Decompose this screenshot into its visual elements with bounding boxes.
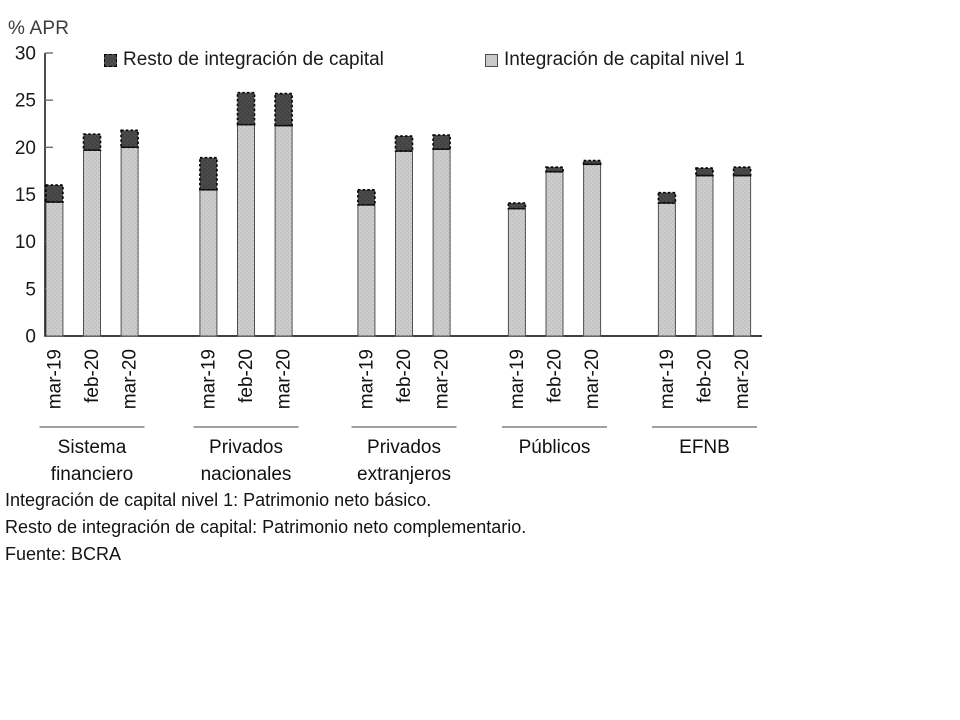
footnotes: Integración de capital nivel 1: Patrimon… (5, 487, 526, 568)
y-tick-label: 30 (15, 44, 36, 65)
x-period-label: mar-19 (356, 349, 377, 409)
footnote-nivel1: Integración de capital nivel 1: Patrimon… (5, 490, 432, 510)
group-label: financiero (51, 464, 133, 485)
bar-segment-nivel1 (733, 175, 752, 337)
x-period-label: mar-20 (274, 349, 295, 409)
x-period-label: mar-19 (198, 349, 219, 409)
y-tick-label: 0 (25, 327, 36, 348)
bar-segment-resto (45, 184, 64, 203)
bar-segment-resto (545, 166, 564, 173)
x-period-label: mar-19 (507, 349, 528, 409)
bar-segment-nivel1 (120, 146, 139, 337)
legend-swatch-resto-icon (104, 53, 117, 67)
group-label: Sistema (58, 437, 127, 458)
x-period-label: mar-20 (120, 349, 141, 409)
bar-segment-resto (657, 191, 677, 204)
x-period-label: mar-20 (582, 349, 603, 409)
bar-segment-nivel1 (45, 201, 64, 337)
group-label: EFNB (679, 437, 730, 458)
x-period-label: mar-19 (657, 349, 678, 409)
bar-segment-nivel1 (237, 124, 255, 337)
bar-segment-resto (432, 134, 451, 151)
x-period-label: mar-20 (732, 349, 753, 409)
bar-segment-resto (394, 135, 414, 152)
footnote-source: Fuente: BCRA (5, 544, 122, 564)
x-period-label: feb-20 (236, 349, 257, 403)
x-period-label: feb-20 (394, 349, 415, 403)
bar-segment-resto (199, 156, 218, 191)
y-axis-unit-label: % APR (8, 18, 70, 39)
bar-segment-nivel1 (695, 175, 714, 337)
legend-swatch-nivel1-icon (485, 53, 498, 67)
y-tick-label: 15 (15, 185, 36, 206)
bar-segment-nivel1 (583, 163, 602, 337)
bar-segment-nivel1 (83, 149, 101, 337)
y-tick-label: 10 (15, 232, 36, 253)
y-tick-label: 5 (25, 279, 36, 300)
group-label: extranjeros (357, 464, 451, 485)
x-period-label: feb-20 (82, 349, 103, 403)
group-label: nacionales (201, 464, 292, 485)
legend-item-nivel1: Integración de capital nivel 1 (485, 47, 745, 73)
bar-segment-nivel1 (432, 148, 451, 337)
x-period-label: feb-20 (545, 349, 566, 403)
bar-segment-nivel1 (545, 171, 564, 337)
bar-segment-resto (120, 129, 139, 149)
bar-segment-nivel1 (199, 189, 218, 337)
x-period-label: mar-20 (432, 349, 453, 409)
bar-segment-nivel1 (274, 125, 293, 337)
x-period-label: feb-20 (695, 349, 716, 403)
bar-segment-resto (82, 133, 102, 151)
group-label: Públicos (519, 437, 591, 458)
bar-segment-resto (274, 92, 293, 127)
bar-segment-nivel1 (357, 204, 376, 337)
y-tick-label: 25 (15, 91, 36, 112)
bar-segment-resto (695, 167, 714, 177)
legend-label-resto: Resto de integración de capital (123, 49, 384, 70)
footnote-resto: Resto de integración de capital: Patrimo… (5, 517, 527, 537)
bar-segment-resto (357, 188, 376, 206)
legend-label-nivel1: Integración de capital nivel 1 (504, 49, 745, 70)
bar-segment-nivel1 (507, 208, 526, 337)
legend-item-resto: Resto de integración de capital (104, 47, 384, 73)
bar-segment-resto (236, 91, 256, 126)
bar-segment-nivel1 (657, 202, 676, 337)
y-tick-label: 20 (15, 138, 36, 159)
group-label: Privados (209, 437, 283, 458)
x-period-label: mar-19 (44, 349, 65, 409)
group-label: Privados (367, 437, 441, 458)
bar-segment-resto (507, 202, 527, 210)
bar-segment-nivel1 (395, 150, 413, 337)
stacked-bar-chart: 0 5 10 15 20 25 30 mar-19 feb-20 mar-20 Sistema fin… (15, 44, 762, 485)
bar-segment-resto (732, 166, 752, 177)
